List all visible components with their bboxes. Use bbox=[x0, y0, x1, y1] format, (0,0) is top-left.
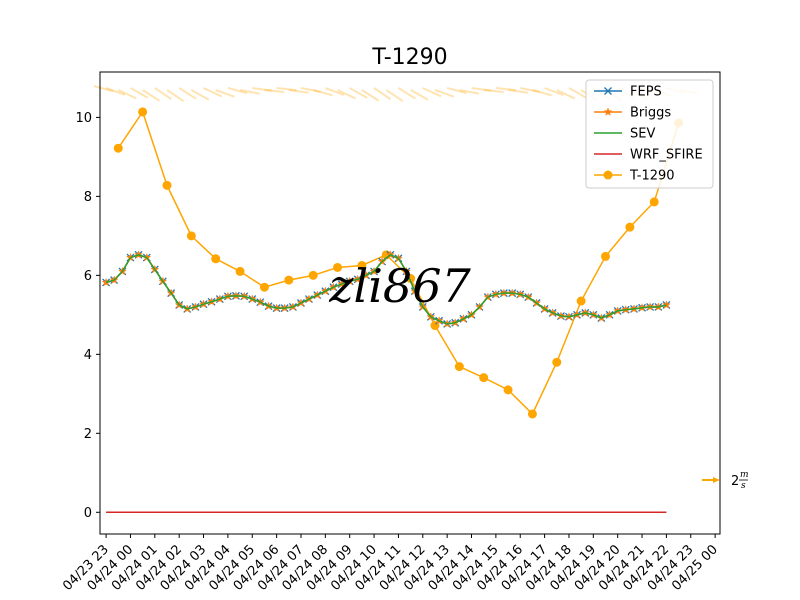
wind-vector bbox=[471, 87, 492, 92]
legend-marker bbox=[604, 87, 612, 95]
wind-vector bbox=[544, 87, 564, 96]
wind-vector bbox=[288, 89, 309, 94]
legend-entry-feps: FEPS bbox=[594, 85, 662, 100]
y-tick-label: 4 bbox=[84, 348, 92, 363]
chart-title: T-1290 bbox=[371, 45, 447, 70]
point-t-1290 bbox=[138, 107, 148, 117]
wind-vector bbox=[459, 89, 480, 95]
wind-key-label: 2 bbox=[731, 474, 739, 489]
wind-vector bbox=[227, 87, 248, 95]
legend-label: T-1290 bbox=[629, 169, 675, 184]
point-briggs bbox=[661, 300, 671, 309]
wind-vector bbox=[154, 87, 172, 101]
point-t-1290 bbox=[479, 373, 489, 383]
y-axis: 0 2 4 6 8 10 bbox=[75, 111, 100, 521]
wind-vector bbox=[568, 87, 587, 99]
wind-vector bbox=[495, 87, 516, 92]
wind-vector bbox=[507, 89, 529, 94]
point-t-1290 bbox=[162, 180, 172, 190]
watermark-text: zli867 bbox=[328, 259, 471, 313]
wind-reference-key: 2 ms bbox=[702, 470, 749, 491]
wind-vector bbox=[397, 87, 416, 100]
wind-vector bbox=[129, 87, 149, 99]
point-t-1290 bbox=[186, 231, 196, 241]
wind-vector bbox=[532, 89, 552, 97]
y-tick-label: 2 bbox=[84, 427, 92, 442]
wind-vector bbox=[215, 89, 235, 98]
wind-vector bbox=[178, 87, 197, 100]
point-t-1290 bbox=[649, 197, 659, 207]
legend-label: SEV bbox=[630, 127, 655, 142]
wind-vector bbox=[117, 89, 137, 100]
wind-key-unit-denominator: s bbox=[741, 481, 746, 491]
series-sev bbox=[105, 253, 667, 325]
y-tick-label: 8 bbox=[84, 190, 92, 205]
wind-vector bbox=[556, 89, 576, 100]
wind-vector bbox=[324, 87, 345, 96]
legend-entry-t-1290: T-1290 bbox=[594, 169, 675, 184]
legend-label: Briggs bbox=[630, 106, 671, 121]
wind-vector bbox=[373, 87, 392, 101]
point-t-1290 bbox=[503, 385, 513, 395]
wind-vector bbox=[142, 89, 161, 102]
wind-vector bbox=[166, 89, 185, 103]
wind-vector bbox=[276, 87, 297, 92]
legend-marker bbox=[603, 107, 613, 116]
point-t-1290 bbox=[333, 262, 343, 272]
wind-vector bbox=[361, 89, 380, 102]
wind-vector bbox=[264, 89, 285, 94]
legend-label: WRF_SFIRE bbox=[630, 148, 703, 163]
point-t-1290 bbox=[527, 409, 537, 419]
legend-entry-wrf-sfire: WRF_SFIRE bbox=[594, 148, 703, 163]
point-t-1290 bbox=[357, 260, 367, 270]
y-tick-label: 10 bbox=[75, 111, 92, 126]
y-tick-label: 6 bbox=[84, 269, 92, 284]
wind-vector bbox=[190, 89, 210, 101]
wind-vector bbox=[483, 89, 504, 94]
wind-vector bbox=[93, 85, 114, 93]
series-line-sev bbox=[105, 253, 667, 325]
plot-frame bbox=[99, 71, 721, 535]
wind-vector bbox=[203, 87, 223, 98]
point-t-1290 bbox=[259, 282, 269, 292]
wind-vector bbox=[300, 87, 321, 93]
plot-series bbox=[101, 107, 684, 514]
point-t-1290 bbox=[601, 251, 611, 261]
legend: FEPS Briggs SEV WRF_SFIRE T-1290 bbox=[585, 79, 714, 189]
wind-vector bbox=[349, 87, 368, 99]
wind-key-unit-numerator: m bbox=[740, 470, 749, 480]
point-t-1290 bbox=[625, 222, 635, 232]
point-t-1290 bbox=[284, 275, 294, 285]
legend-marker bbox=[603, 170, 613, 180]
y-tick-label: 0 bbox=[84, 506, 92, 521]
point-t-1290 bbox=[113, 143, 123, 153]
legend-label: FEPS bbox=[630, 85, 662, 100]
wind-vector bbox=[422, 87, 442, 98]
wind-vector bbox=[239, 89, 260, 95]
wind-key-arrowhead bbox=[713, 477, 720, 483]
point-t-1290 bbox=[454, 362, 464, 372]
wind-vector bbox=[520, 87, 541, 93]
wind-vector bbox=[337, 89, 357, 100]
wind-vector bbox=[312, 89, 333, 97]
wind-vector bbox=[252, 87, 273, 92]
legend-entry-sev: SEV bbox=[594, 127, 655, 142]
wind-vector bbox=[385, 89, 404, 103]
point-t-1290 bbox=[235, 266, 245, 276]
wind-vector bbox=[446, 87, 467, 95]
wind-vector bbox=[434, 89, 455, 98]
point-t-1290 bbox=[576, 296, 586, 306]
wind-vector bbox=[410, 89, 429, 101]
wind-vector bbox=[105, 87, 126, 96]
series-t-1290 bbox=[113, 107, 684, 419]
point-t-1290 bbox=[552, 357, 562, 367]
point-t-1290 bbox=[308, 270, 318, 280]
series-line-t-1290 bbox=[117, 110, 680, 416]
legend-box bbox=[585, 79, 714, 189]
legend-entry-briggs: Briggs bbox=[594, 106, 671, 121]
point-t-1290 bbox=[211, 254, 221, 264]
